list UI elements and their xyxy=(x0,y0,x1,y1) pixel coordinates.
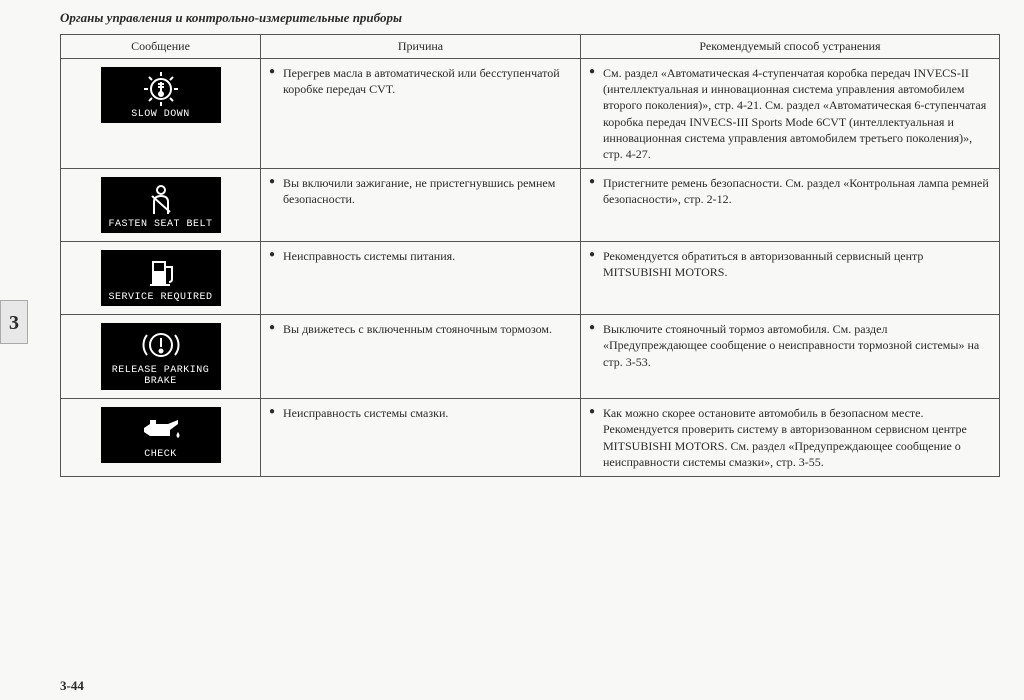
display-text: SERVICE REQUIRED xyxy=(103,292,219,303)
cause-text: Неисправность системы питания. xyxy=(269,248,572,264)
col-header-fix: Рекомендуемый способ устранения xyxy=(581,35,1000,59)
table-header-row: Сообщение Причина Рекомендуемый способ у… xyxy=(61,35,1000,59)
warning-table: Сообщение Причина Рекомендуемый способ у… xyxy=(60,34,1000,477)
message-cell: SLOW DOWN xyxy=(61,59,261,169)
gear-temp-icon xyxy=(103,71,219,107)
cause-cell: Неисправность системы питания. xyxy=(261,242,581,315)
dash-display: RELEASE PARKING BRAKE xyxy=(101,323,221,390)
fix-cell: Рекомендуется обратиться в авторизованны… xyxy=(581,242,1000,315)
fix-text: См. раздел «Автоматическая 4-ступенчатая… xyxy=(589,65,991,162)
message-cell: RELEASE PARKING BRAKE xyxy=(61,315,261,399)
display-text: SLOW DOWN xyxy=(103,109,219,120)
message-cell: CHECK xyxy=(61,399,261,477)
display-text: FASTEN SEAT BELT xyxy=(103,219,219,230)
fix-cell: Пристегните ремень безопасности. См. раз… xyxy=(581,169,1000,242)
cause-text: Перегрев масла в автоматической или бесс… xyxy=(269,65,572,97)
cause-cell: Неисправность системы смазки. xyxy=(261,399,581,477)
seatbelt-icon xyxy=(103,181,219,217)
table-row: SLOW DOWN Перегрев масла в автоматическо… xyxy=(61,59,1000,169)
page-number: 3-44 xyxy=(60,678,84,694)
fix-cell: См. раздел «Автоматическая 4-ступенчатая… xyxy=(581,59,1000,169)
col-header-message: Сообщение xyxy=(61,35,261,59)
cause-cell: Перегрев масла в автоматической или бесс… xyxy=(261,59,581,169)
dash-display: SLOW DOWN xyxy=(101,67,221,123)
display-text: CHECK xyxy=(103,449,219,460)
fix-text: Пристегните ремень безопасности. См. раз… xyxy=(589,175,991,207)
fix-cell: Выключите стояночный тормоз автомобиля. … xyxy=(581,315,1000,399)
message-cell: SERVICE REQUIRED xyxy=(61,242,261,315)
fix-text: Рекомендуется обратиться в авторизованны… xyxy=(589,248,991,280)
dash-display: FASTEN SEAT BELT xyxy=(101,177,221,233)
table-row: CHECK Неисправность системы смазки. Как … xyxy=(61,399,1000,477)
section-tab: 3 xyxy=(0,300,28,344)
fix-cell: Как можно скорее остановите автомобиль в… xyxy=(581,399,1000,477)
cause-cell: Вы движетесь с включенным стояночным тор… xyxy=(261,315,581,399)
brake-warning-icon xyxy=(103,327,219,363)
dash-display: CHECK xyxy=(101,407,221,463)
table-row: RELEASE PARKING BRAKE Вы движетесь с вкл… xyxy=(61,315,1000,399)
fix-text: Как можно скорее остановите автомобиль в… xyxy=(589,405,991,470)
dash-display: SERVICE REQUIRED xyxy=(101,250,221,306)
table-row: FASTEN SEAT BELT Вы включили зажигание, … xyxy=(61,169,1000,242)
display-text: RELEASE PARKING BRAKE xyxy=(103,365,219,387)
message-cell: FASTEN SEAT BELT xyxy=(61,169,261,242)
col-header-cause: Причина xyxy=(261,35,581,59)
cause-cell: Вы включили зажигание, не пристегнувшись… xyxy=(261,169,581,242)
fuel-pump-icon xyxy=(103,254,219,290)
cause-text: Неисправность системы смазки. xyxy=(269,405,572,421)
page-title: Органы управления и контрольно-измерител… xyxy=(60,10,402,26)
cause-text: Вы движетесь с включенным стояночным тор… xyxy=(269,321,572,337)
cause-text: Вы включили зажигание, не пристегнувшись… xyxy=(269,175,572,207)
oil-can-icon xyxy=(103,411,219,447)
table-row: SERVICE REQUIRED Неисправность системы п… xyxy=(61,242,1000,315)
fix-text: Выключите стояночный тормоз автомобиля. … xyxy=(589,321,991,370)
